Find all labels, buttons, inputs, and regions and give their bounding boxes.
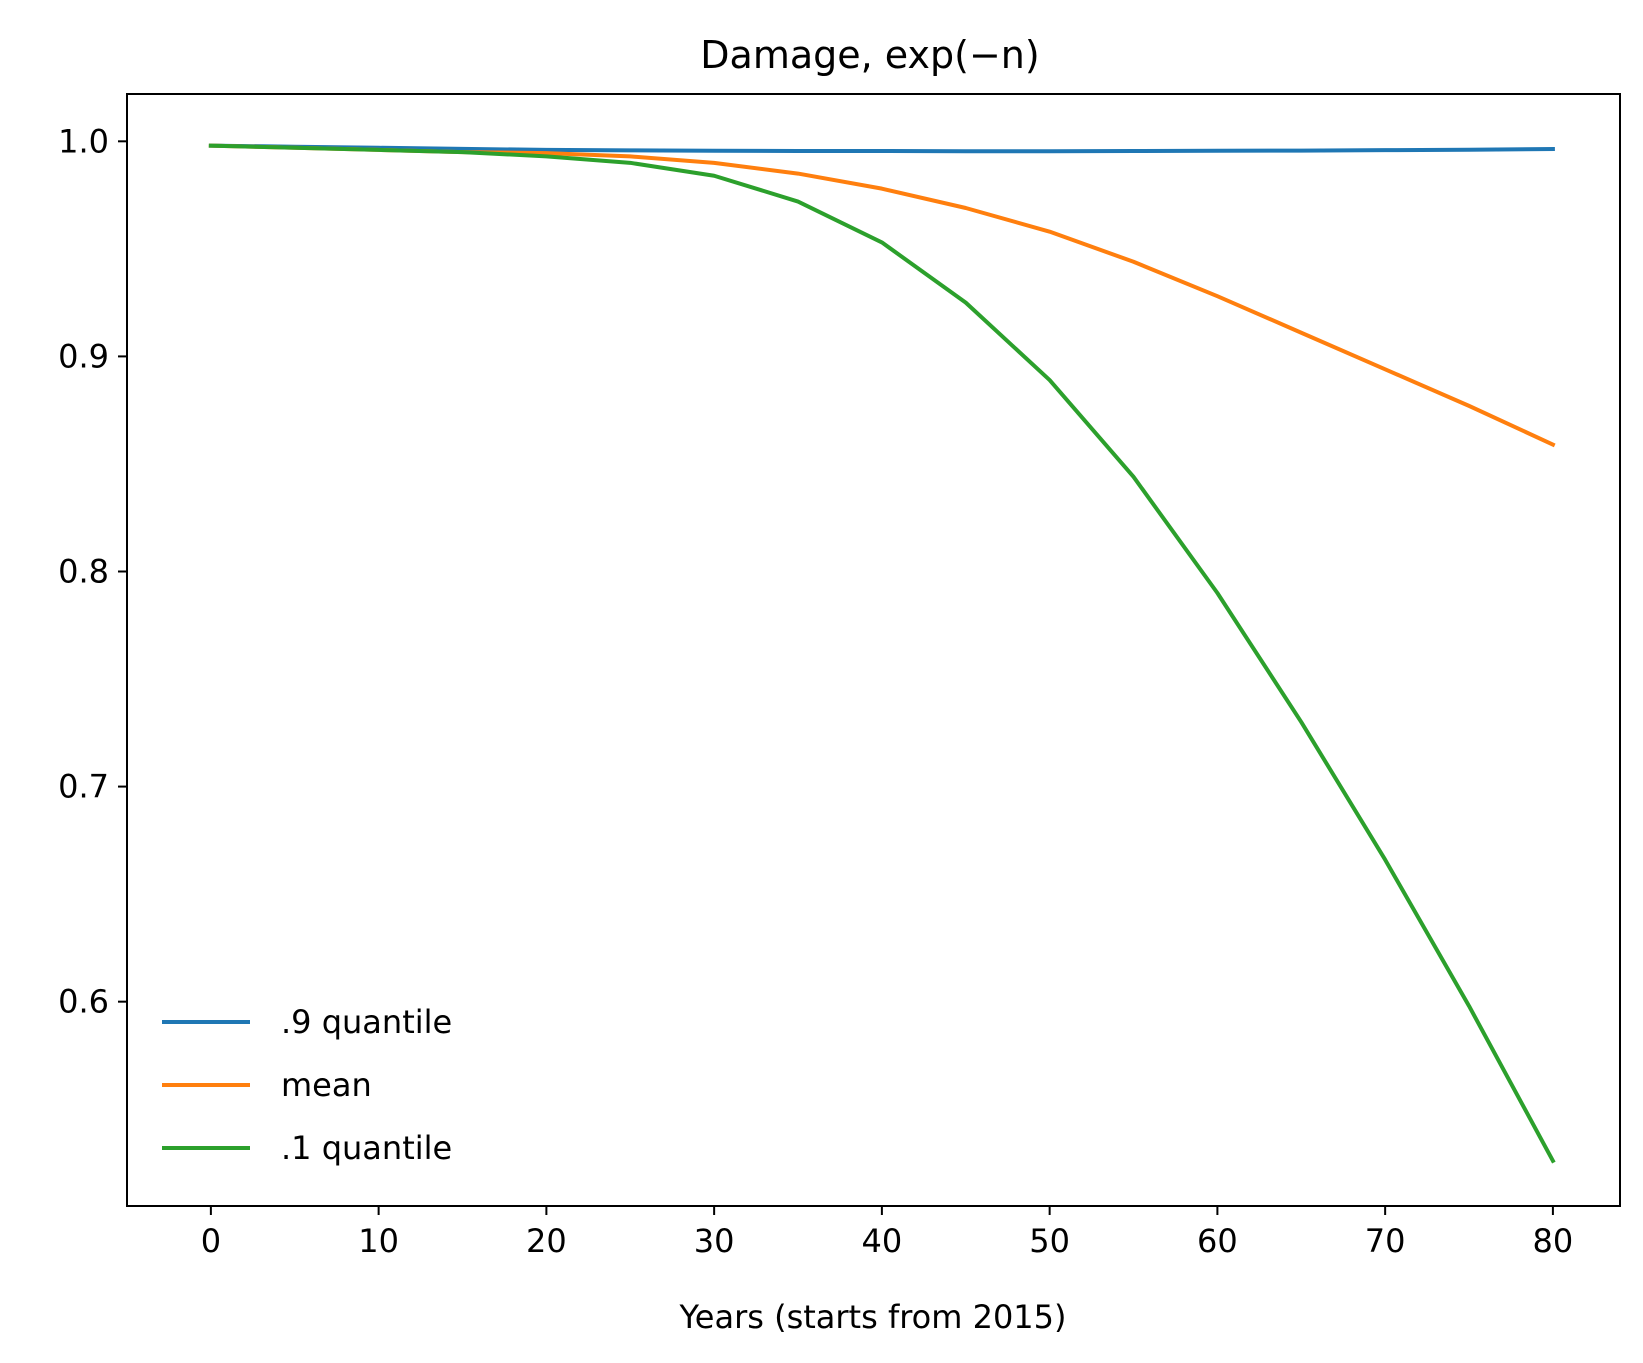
y-tick-label: 0.8 (58, 552, 109, 590)
x-tick-label: 10 (358, 1222, 399, 1260)
legend-label-3: .1 quantile (281, 1129, 452, 1167)
x-tick-label: 20 (526, 1222, 567, 1260)
x-tick-label: 70 (1365, 1222, 1406, 1260)
y-tick-label: 0.7 (58, 768, 109, 806)
x-tick-label: 60 (1197, 1222, 1238, 1260)
legend: .9 quantile mean .1 quantile (162, 1003, 452, 1167)
x-axis-label: Years (starts from 2015) (678, 1298, 1066, 1336)
series-line-3 (208, 143, 1556, 1164)
x-tick-label: 30 (694, 1222, 735, 1260)
x-axis: 0 10 20 30 40 50 60 70 80 (201, 1206, 1574, 1260)
y-tick-label: 1.0 (58, 122, 109, 160)
x-tick-label: 50 (1029, 1222, 1070, 1260)
y-tick-label: 0.9 (58, 337, 109, 375)
chart-title: Damage, exp(−n) (700, 33, 1039, 77)
x-tick-label: 80 (1533, 1222, 1574, 1260)
x-tick-label: 0 (201, 1222, 221, 1260)
x-tick-label: 40 (862, 1222, 903, 1260)
y-tick-label: 0.6 (58, 983, 109, 1021)
plot-frame (126, 93, 1621, 1207)
series-line-1 (208, 143, 1555, 154)
y-axis: 0.6 0.7 0.8 0.9 1.0 (58, 122, 127, 1021)
legend-label-2: mean (281, 1066, 372, 1104)
plot-lines (208, 143, 1556, 1164)
legend-label-1: .9 quantile (281, 1003, 452, 1041)
